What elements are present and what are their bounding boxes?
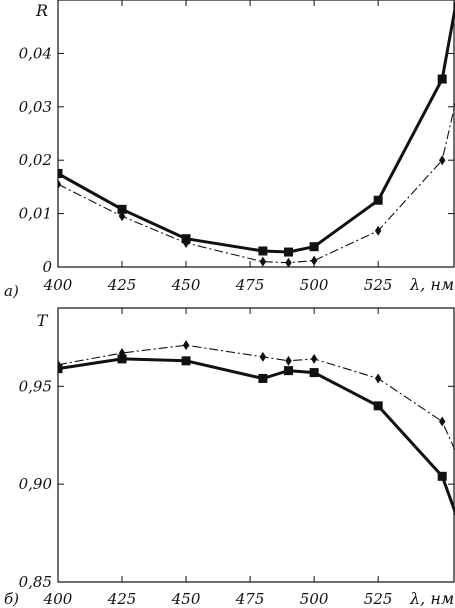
square-marker: [117, 204, 127, 214]
plot-area: [58, 0, 455, 267]
diamond-marker: [438, 416, 446, 427]
diamond-marker: [259, 256, 267, 267]
y-axis-title: T: [37, 311, 49, 330]
diamond-marker: [310, 255, 318, 266]
y-tick-label: 0,04: [19, 44, 52, 62]
x-axis-title: λ, нм: [409, 589, 454, 608]
x-axis-title: λ, нм: [409, 275, 454, 294]
plot-frame: [57, 307, 455, 583]
square-marker: [258, 373, 268, 383]
y-tick-label: 0,85: [19, 573, 52, 591]
diamond-marker: [118, 348, 126, 359]
y-axis-title: R: [35, 1, 48, 20]
x-tick-label: 400: [43, 276, 73, 294]
y-tick-label: 0,90: [19, 475, 53, 493]
y-tick-label: 0,03: [19, 98, 52, 116]
diamond-marker: [58, 359, 62, 370]
x-tick-label: 500: [300, 276, 329, 294]
x-tick-label: 475: [235, 590, 265, 608]
x-tick-label: 500: [300, 590, 329, 608]
series-line-diamonds: [58, 102, 455, 264]
transmittance-chart: 400 425 450 475 500 525 0,85 0,90 0,95 Tλ, нм б): [4, 307, 455, 608]
square-marker: [284, 247, 294, 257]
square-marker: [181, 356, 191, 366]
square-marker: [309, 242, 319, 252]
square-marker: [373, 401, 383, 411]
square-marker: [58, 364, 63, 374]
square-marker: [309, 368, 319, 378]
diamond-marker: [438, 155, 446, 166]
diamond-marker: [259, 351, 267, 362]
square-marker: [284, 366, 294, 376]
diamond-marker: [118, 211, 126, 222]
panel-label: а): [4, 282, 19, 300]
diamond-marker: [285, 355, 292, 366]
square-marker: [437, 74, 447, 84]
diamond-marker: [374, 373, 382, 384]
panel-label: б): [4, 590, 19, 608]
x-tick-label: 425: [107, 276, 137, 294]
y-tick-label: 0,02: [19, 151, 52, 169]
diamond-marker: [310, 353, 318, 364]
square-marker: [117, 354, 127, 364]
x-tick-label: 475: [235, 276, 265, 294]
square-marker: [258, 246, 268, 256]
x-tick-label: 450: [171, 590, 201, 608]
reflectance-chart: 400 425 450 475 500 525 0 0,01 0,02 0,03 0,04 Rλ, н…: [4, 0, 455, 300]
series-line-squares: [58, 357, 455, 516]
y-tick-label: 0: [42, 258, 52, 276]
diamond-marker: [182, 340, 190, 351]
x-tick-label: 525: [364, 276, 393, 294]
x-tick-label: 400: [43, 590, 73, 608]
diamond-marker: [58, 179, 62, 190]
y-tick-label: 0,01: [19, 205, 52, 223]
square-marker: [373, 195, 383, 205]
x-tick-label: 525: [364, 590, 393, 608]
square-marker: [437, 471, 447, 481]
x-tick-label: 450: [171, 276, 201, 294]
x-tick-label: 425: [107, 590, 137, 608]
series-line-squares: [58, 0, 455, 254]
diamond-marker: [374, 225, 382, 236]
plot-frame: [57, 0, 455, 268]
diamond-marker: [285, 257, 292, 267]
y-tick-label: 0,95: [19, 377, 52, 395]
diamond-marker: [182, 237, 190, 248]
square-marker: [58, 169, 63, 179]
plot-area: [58, 340, 455, 516]
